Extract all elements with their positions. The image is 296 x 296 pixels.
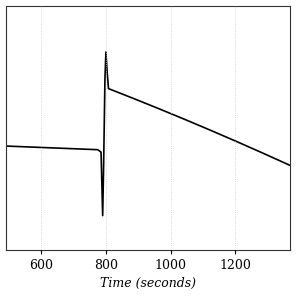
X-axis label: Time (seconds): Time (seconds): [100, 277, 196, 290]
